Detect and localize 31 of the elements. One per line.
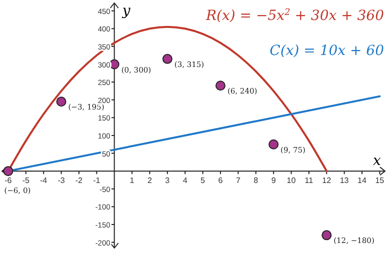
x-tick-label: 2	[147, 176, 152, 186]
x-tick-label: -5	[22, 176, 30, 186]
series-label: R(x) = −5x$^{2}$ + 30x + 360	[204, 8, 384, 24]
point	[56, 96, 66, 107]
point	[268, 139, 279, 150]
x-tick-label: -4	[40, 176, 48, 186]
x-tick-label: 5	[200, 176, 206, 186]
point	[3, 166, 14, 176]
x-tick-label: 4	[182, 176, 188, 186]
x-tick-label: 14	[358, 176, 367, 186]
point	[162, 54, 172, 64]
point	[215, 80, 226, 91]
point	[322, 230, 332, 240]
x-tick-label: -6	[4, 176, 12, 186]
x-tick-label: 9	[271, 176, 276, 186]
x-tick-label: -2	[75, 176, 84, 186]
y-axis-title: y	[121, 3, 132, 19]
x-tick-label: 7	[236, 176, 241, 186]
x-tick-label: -1	[93, 176, 101, 186]
x-tick-label: 10	[286, 176, 296, 186]
x-tick-label: 6	[218, 176, 224, 186]
x-tick-label: 12	[322, 176, 332, 186]
x-tick-label: 8	[254, 176, 259, 186]
x-tick-label: 1	[130, 176, 135, 186]
x-tick-label: -3	[58, 176, 66, 186]
x-tick-label: 3	[165, 176, 170, 186]
x-tick-label: 11	[304, 176, 314, 186]
text: C(x) = 10x + 60	[270, 43, 384, 59]
x-tick-label: 13	[340, 176, 350, 186]
x-axis-title: x	[373, 153, 382, 170]
x-tick-label: 15	[375, 176, 385, 186]
